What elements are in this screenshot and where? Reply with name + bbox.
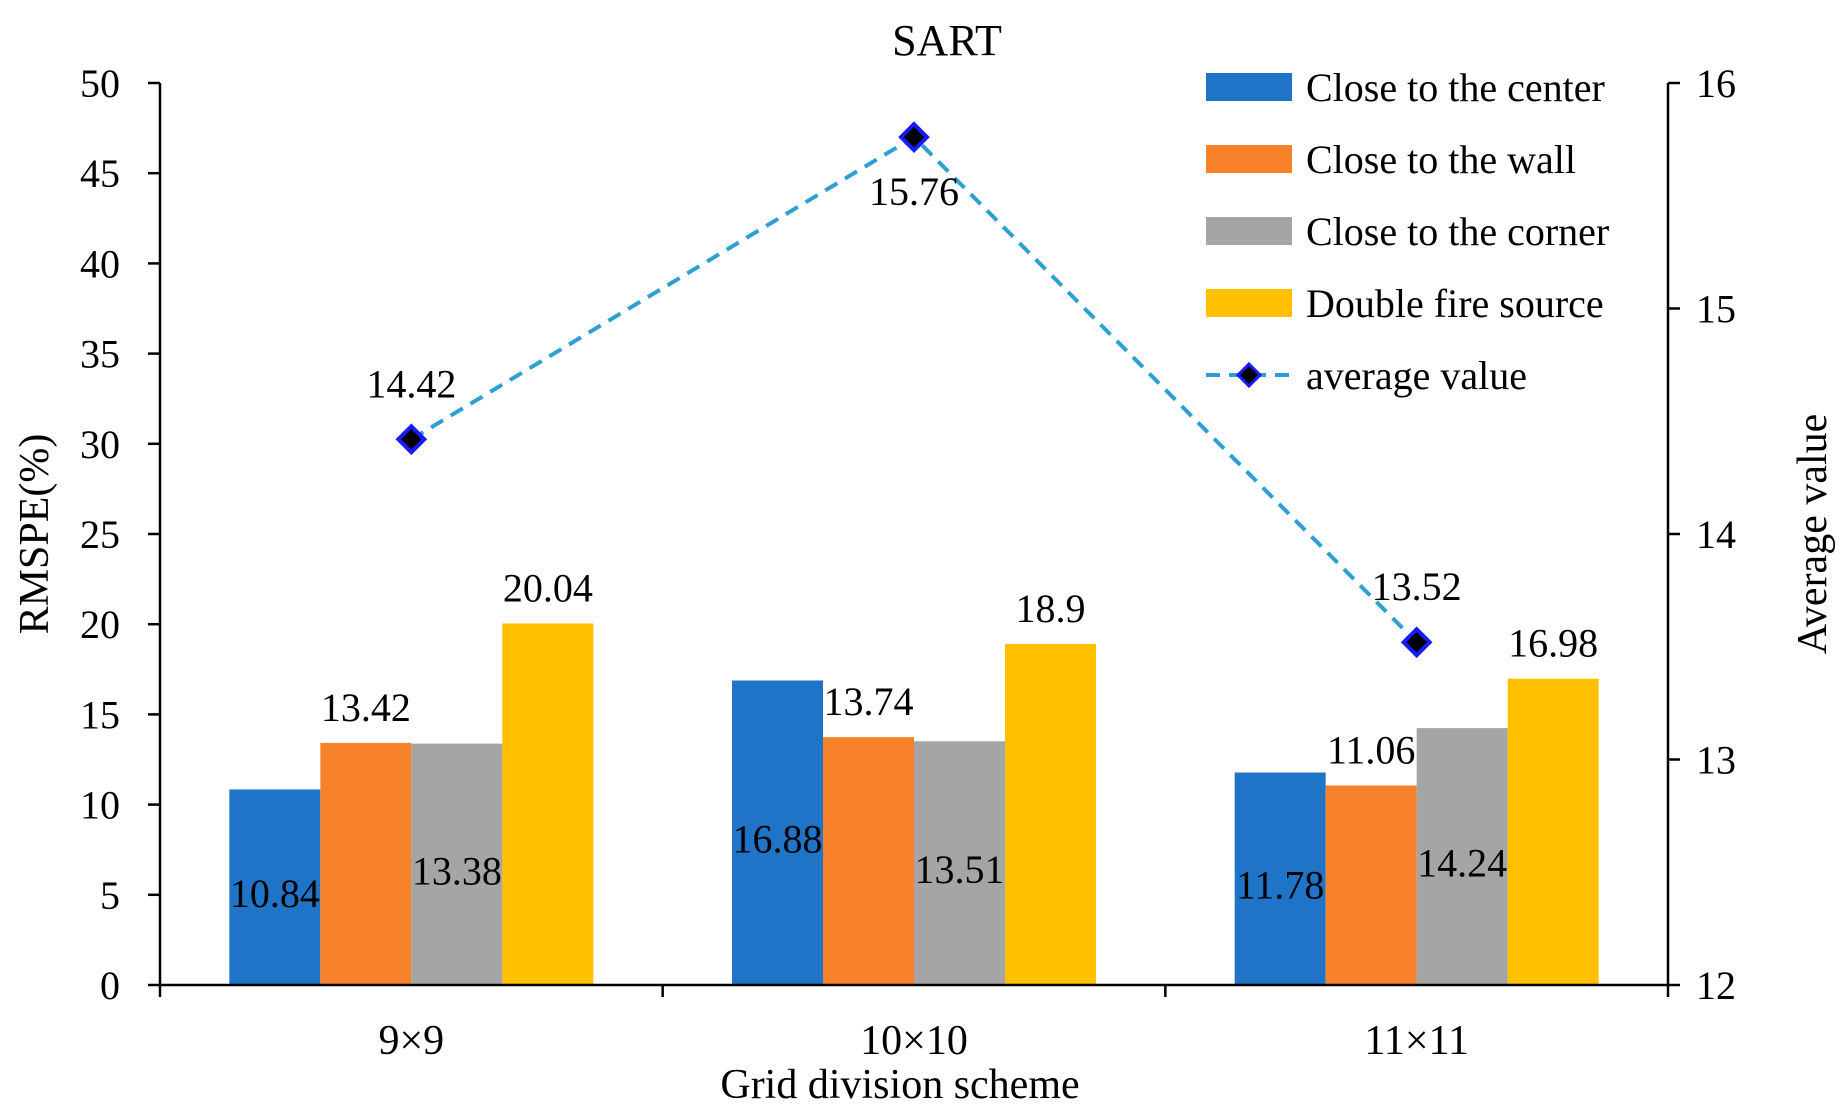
bar (914, 741, 1005, 985)
bar (823, 737, 914, 985)
x-tick-label: 10×10 (860, 1018, 968, 1064)
legend-label: Close to the center (1306, 65, 1605, 110)
bar (1005, 644, 1096, 985)
y-tick-label: 15 (80, 692, 120, 737)
bar-data-label: 11.06 (1327, 727, 1416, 772)
average-point (395, 423, 428, 456)
bar-labels: 10.84 13.42 13.38 20.04 16.88 13.74 13.51 18.9 1… (230, 565, 1598, 916)
legend-swatch (1206, 289, 1292, 317)
average-point (1400, 626, 1433, 659)
bar-data-label: 18.9 (1016, 586, 1086, 631)
y2-axis-label: Average value (1790, 414, 1836, 655)
y-tick-label: 5 (100, 873, 120, 918)
bar-data-label: 13.42 (321, 685, 411, 730)
y-axis-ticks: 0 5 10 15 20 25 30 35 40 45 50 (80, 61, 160, 1008)
y-tick-label: 20 (80, 602, 120, 647)
legend-swatch (1206, 73, 1292, 101)
y2-tick-label: 15 (1696, 287, 1736, 332)
bar-data-label: 11.78 (1236, 863, 1325, 908)
bar-data-label: 16.88 (733, 817, 823, 862)
legend-swatch (1206, 145, 1292, 173)
average-point (898, 121, 930, 153)
average-data-label: 13.52 (1372, 564, 1462, 609)
bar-data-label: 13.51 (915, 847, 1005, 892)
y-tick-label: 30 (80, 422, 120, 467)
y-tick-label: 45 (80, 151, 120, 196)
bars (229, 623, 1599, 985)
y2-axis-ticks: 12 13 14 15 16 (1668, 61, 1736, 1008)
y-tick-label: 10 (80, 783, 120, 828)
legend-label: average value (1306, 353, 1527, 398)
bar (732, 680, 823, 985)
chart-title: SART (892, 16, 1002, 65)
bar (502, 623, 594, 985)
bar (1507, 678, 1599, 985)
x-axis-ticks (158, 985, 1670, 997)
x-tick-label: 11×11 (1364, 1018, 1469, 1064)
bar-data-label: 16.98 (1508, 621, 1598, 666)
x-tick-label: 9×9 (378, 1018, 444, 1064)
bar-data-label: 20.04 (503, 565, 593, 610)
y-tick-label: 40 (80, 241, 120, 286)
x-tick-labels: 9×9 10×10 11×11 (378, 1018, 1468, 1064)
average-data-label: 14.42 (366, 361, 456, 406)
y2-tick-label: 13 (1696, 738, 1736, 783)
legend-swatch (1206, 217, 1292, 245)
y-tick-label: 35 (80, 332, 120, 377)
legend: Close to the center Close to the wall Clos… (1206, 65, 1609, 398)
average-line: 14.42 15.76 13.52 (366, 121, 1462, 659)
legend-label: Close to the wall (1306, 137, 1576, 182)
y-tick-label: 50 (80, 61, 120, 106)
bar-data-label: 13.74 (824, 679, 914, 724)
bar (320, 742, 412, 985)
x-axis-label: Grid division scheme (720, 1062, 1079, 1108)
bar (1416, 728, 1508, 985)
y2-tick-label: 12 (1696, 963, 1736, 1008)
bar (411, 743, 503, 985)
y-tick-label: 25 (80, 512, 120, 557)
bar-data-label: 13.38 (412, 848, 502, 893)
legend-label: Close to the corner (1306, 209, 1609, 254)
legend-label: Double fire source (1306, 281, 1604, 326)
bar-data-label: 10.84 (230, 871, 320, 916)
bar (1325, 785, 1417, 985)
average-data-label: 15.76 (869, 169, 959, 214)
legend-marker (1235, 361, 1263, 389)
bar-data-label: 14.24 (1417, 841, 1507, 886)
y-tick-label: 0 (100, 963, 120, 1008)
y-axis-label: RMSPE(%) (12, 434, 58, 635)
bar (229, 789, 321, 985)
bar (1234, 772, 1326, 985)
y2-tick-label: 16 (1696, 61, 1736, 106)
y2-tick-label: 14 (1696, 512, 1736, 557)
